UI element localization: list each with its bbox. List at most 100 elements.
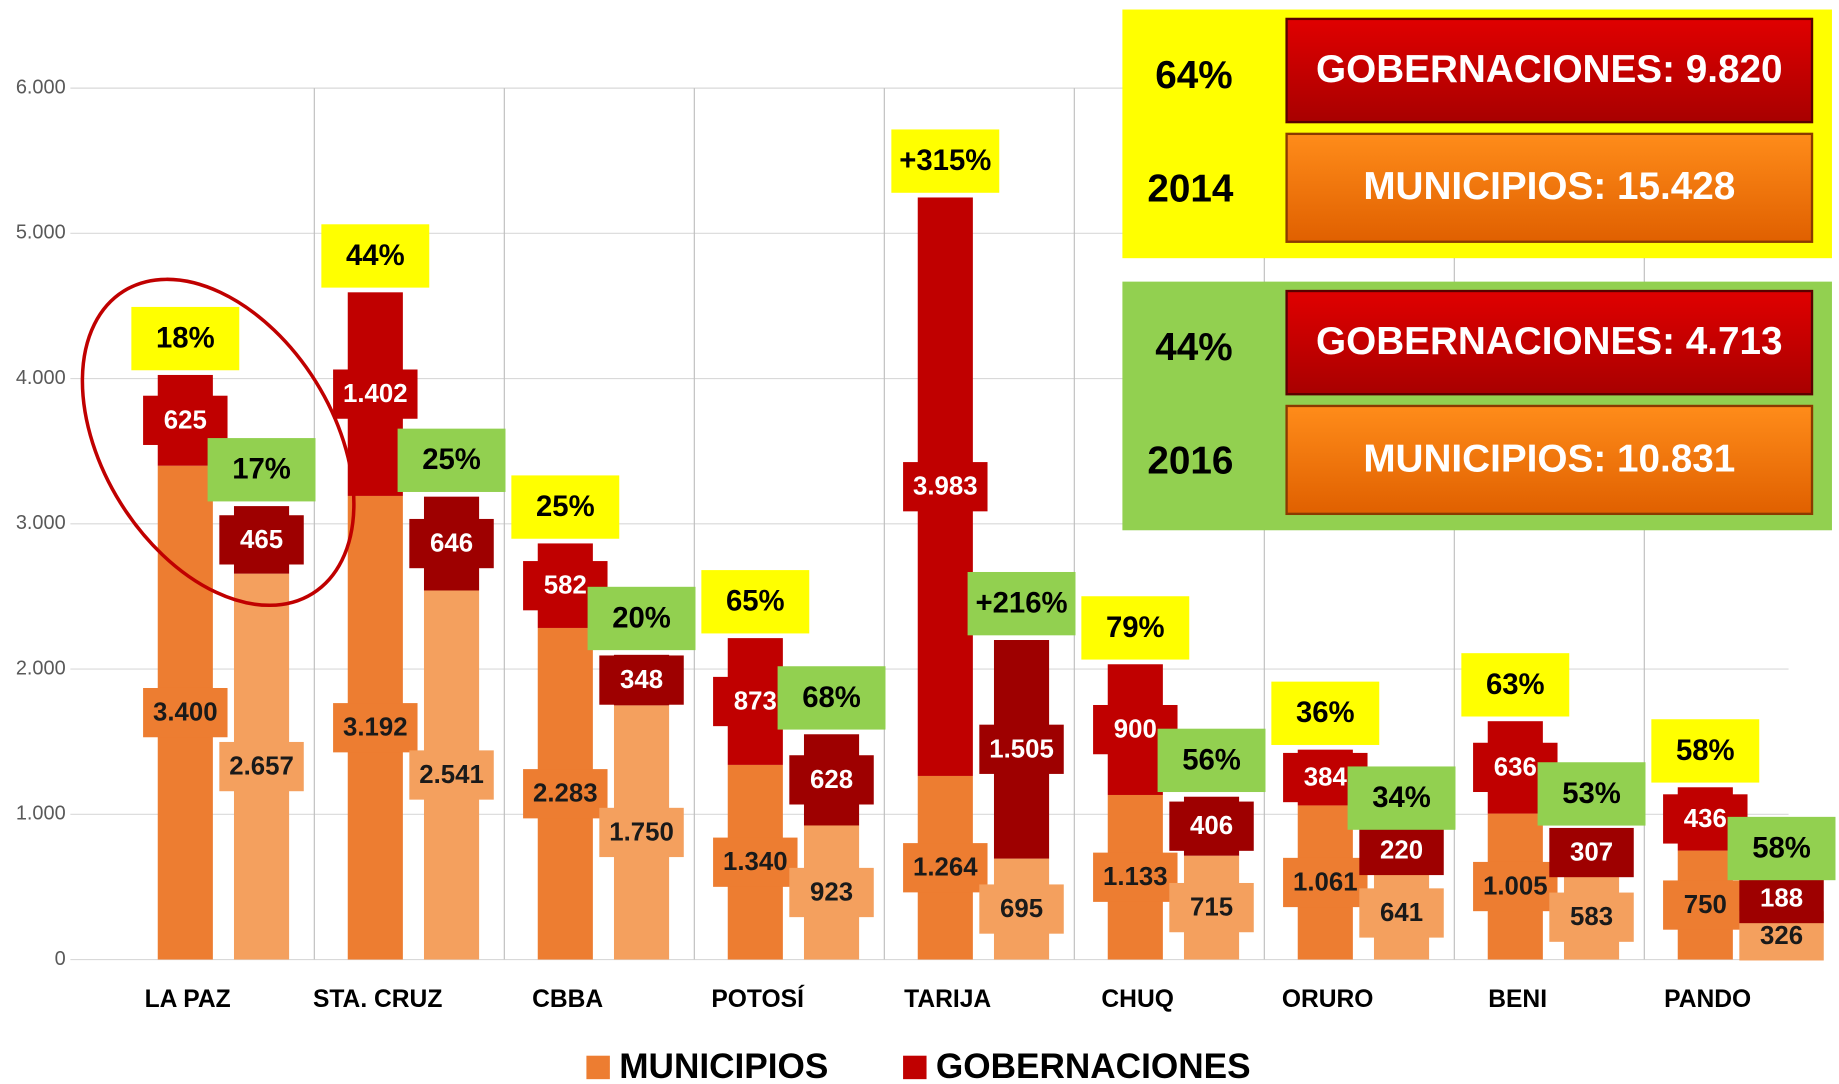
x-tick-label: BENI <box>1488 986 1547 1013</box>
value-label-box <box>1739 873 1824 924</box>
value-label-box <box>1093 852 1178 902</box>
change-label-box <box>1347 766 1456 830</box>
value-label: 436 <box>1684 805 1727 833</box>
value-label-box <box>979 884 1064 934</box>
value-label: 1.340 <box>723 848 788 876</box>
value-label-box <box>599 655 684 705</box>
value-label: 348 <box>620 666 663 694</box>
value-label: 715 <box>1190 894 1233 922</box>
x-tick-label: LA PAZ <box>145 986 231 1013</box>
value-label: 3.400 <box>153 699 218 727</box>
value-label: 2.283 <box>533 780 598 808</box>
value-label-box <box>409 750 494 800</box>
x-tick-label: POTOSÍ <box>711 985 805 1013</box>
value-label: 900 <box>1114 716 1157 744</box>
y-tick-label: 2.000 <box>16 657 66 679</box>
value-label-box <box>1359 888 1444 938</box>
value-label: 406 <box>1190 812 1233 840</box>
x-tick-label: PANDO <box>1664 986 1751 1013</box>
value-label-box <box>409 518 494 569</box>
value-label-box <box>1283 857 1368 908</box>
value-label-box <box>1169 801 1254 851</box>
y-tick-label: 5.000 <box>16 222 66 244</box>
value-label-box <box>979 724 1064 774</box>
bars: LA PAZ 3.400 625 18% 2.657 465 17% STA. CRUZ 3.1… <box>131 129 1836 1013</box>
change-label-box <box>511 475 620 539</box>
change-label: 68% <box>802 681 861 714</box>
x-tick-label: STA. CRUZ <box>313 986 442 1013</box>
change-label: 58% <box>1676 734 1735 767</box>
change-label-box <box>1727 816 1836 881</box>
summary-mun-box <box>1285 132 1814 243</box>
change-label-box <box>1461 653 1570 717</box>
change-label: 34% <box>1372 781 1431 814</box>
value-label: 220 <box>1380 836 1423 864</box>
value-label: 582 <box>544 572 587 600</box>
summary-pct: 64% <box>1155 54 1232 97</box>
value-label: 641 <box>1380 899 1423 927</box>
change-label-box <box>1651 719 1760 783</box>
value-label: 583 <box>1570 903 1613 931</box>
y-tick-label: 4.000 <box>16 367 66 389</box>
x-tick-label: TARIJA <box>904 986 991 1013</box>
change-label: 20% <box>612 601 671 634</box>
highlight-ellipse <box>80 277 356 608</box>
value-label-box <box>333 703 418 753</box>
change-label: 65% <box>726 585 785 618</box>
change-label: +315% <box>899 144 991 177</box>
change-label: 25% <box>422 443 481 476</box>
value-label-box <box>143 395 228 445</box>
value-label-box <box>1549 892 1634 942</box>
change-label: +216% <box>975 587 1067 620</box>
change-label: 79% <box>1106 611 1165 644</box>
y-tick-label: 3.000 <box>16 512 66 534</box>
summary-mun: MUNICIPIOS: 15.428 <box>1363 165 1735 208</box>
summary-gob: GOBERNACIONES: 9.820 <box>1316 48 1783 91</box>
change-label: 53% <box>1562 777 1621 810</box>
summary-year: 2016 <box>1147 440 1233 483</box>
value-label: 2.541 <box>419 761 484 789</box>
summary: 64% 2014 GOBERNACIONES: 9.820 MUNICIPIOS: 1… <box>1122 9 1832 531</box>
x-tick-label: ORURO <box>1282 986 1374 1013</box>
legend-swatch <box>586 1055 610 1080</box>
summary-pct: 44% <box>1155 326 1232 369</box>
change-label: 58% <box>1752 831 1811 864</box>
summary-mun: MUNICIPIOS: 10.831 <box>1363 437 1735 480</box>
summary-mun-box <box>1285 404 1814 516</box>
change-label-box <box>701 570 810 634</box>
change-label: 18% <box>156 322 215 355</box>
y-tick-label: 6.000 <box>16 76 66 98</box>
change-label-box <box>1537 762 1646 826</box>
value-label: 1.005 <box>1483 873 1548 901</box>
change-label: 44% <box>346 239 405 272</box>
value-label-box <box>219 515 304 565</box>
value-label-box <box>1359 825 1444 876</box>
value-label: 873 <box>734 688 777 716</box>
value-label-box <box>903 843 988 893</box>
change-label: 56% <box>1182 743 1241 776</box>
change-label-box <box>1271 681 1380 745</box>
x-tick-label: CHUQ <box>1101 986 1173 1013</box>
change-label-box <box>131 306 240 371</box>
legend-swatch <box>903 1055 927 1080</box>
value-label: 1.264 <box>913 854 978 882</box>
change-label-box <box>587 586 696 651</box>
change-label: 17% <box>232 453 291 486</box>
change-label-box <box>967 571 1076 636</box>
summary-gob-box <box>1285 289 1814 396</box>
summary-year: 2014 <box>1147 168 1234 211</box>
change-label: 25% <box>536 490 595 523</box>
value-label: 307 <box>1570 839 1613 867</box>
value-label: 3.192 <box>343 714 408 742</box>
change-label-box <box>1157 728 1266 793</box>
value-label-box <box>713 837 798 887</box>
value-label: 1.750 <box>609 818 674 846</box>
change-label-box <box>777 666 886 730</box>
change-label-box <box>397 428 506 492</box>
value-label: 625 <box>164 406 207 434</box>
value-label-box <box>1473 861 1558 912</box>
legend-label: MUNICIPIOS <box>619 1047 828 1084</box>
value-label: 636 <box>1494 753 1537 781</box>
value-label: 1.133 <box>1103 863 1168 891</box>
